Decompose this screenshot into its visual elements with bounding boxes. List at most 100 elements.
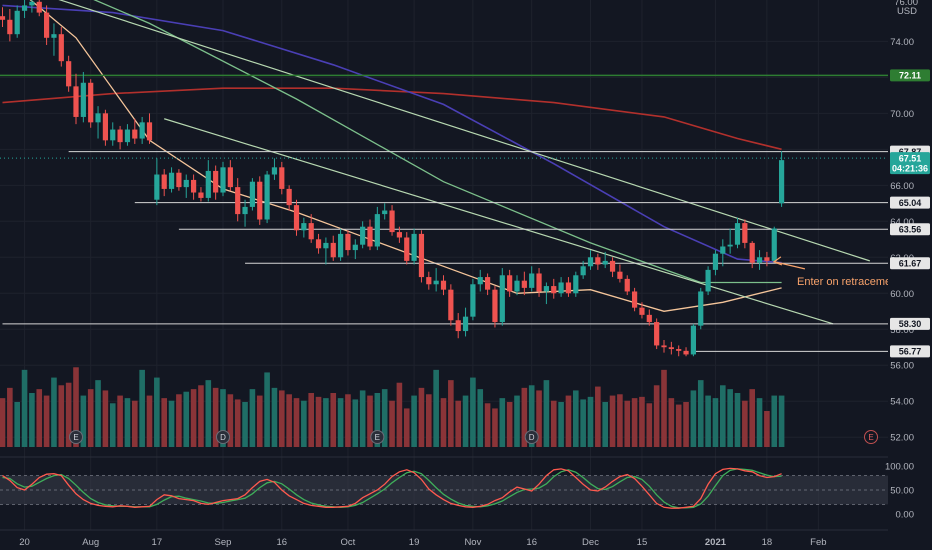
candle-body xyxy=(110,129,116,141)
candle-body xyxy=(176,172,182,188)
volume-bar xyxy=(455,400,461,447)
price-tick-label: 64.00 xyxy=(890,217,914,228)
volume-bar xyxy=(337,398,344,447)
volume-bar xyxy=(190,389,197,447)
candle-body xyxy=(213,170,219,193)
candle-body xyxy=(551,286,557,294)
event-marker-earnings[interactable]: E xyxy=(864,430,878,444)
volume-bar xyxy=(51,377,57,447)
candle-body xyxy=(279,167,285,189)
support-badge-bg xyxy=(890,345,930,358)
volume-bar xyxy=(381,389,388,447)
volume-bar xyxy=(727,389,733,447)
volume-bar xyxy=(528,385,535,447)
event-marker-dividend[interactable]: D xyxy=(524,430,539,444)
candle-body xyxy=(308,223,314,240)
annotation-arrowhead xyxy=(772,256,783,266)
event-marker-circle xyxy=(864,430,878,444)
candle-body xyxy=(499,275,505,323)
candle-body xyxy=(242,206,248,215)
volume-bar xyxy=(602,402,608,447)
volume-bar xyxy=(124,398,131,447)
price-badges: 72.11 67.87 65.04 63.56 61.67 58.30 56.77 67.51… xyxy=(890,69,930,358)
volume-bar xyxy=(132,400,138,447)
event-marker-earnings[interactable]: E xyxy=(370,430,385,444)
trendlines[interactable] xyxy=(0,0,870,325)
price-axis-panel[interactable] xyxy=(888,0,932,550)
candle-body xyxy=(690,325,696,355)
volume-bar xyxy=(102,390,109,447)
volume-bar xyxy=(330,393,337,447)
volume-bar xyxy=(301,400,307,447)
candle-body xyxy=(7,19,13,35)
candle-body xyxy=(88,82,94,123)
volume-bar xyxy=(212,387,219,447)
candle-body xyxy=(609,260,616,272)
candle-body xyxy=(36,1,42,13)
volume-bar xyxy=(183,391,190,447)
volume-bar xyxy=(95,380,101,447)
volume-bar xyxy=(506,402,513,447)
candle-body xyxy=(220,167,226,193)
volume-bar xyxy=(639,396,645,447)
time-tick-label: 15 xyxy=(637,537,648,548)
volume-bar xyxy=(580,399,586,447)
candle-body xyxy=(154,174,160,200)
volume-bar xyxy=(352,399,359,447)
volume-bar xyxy=(220,389,226,447)
candle-body xyxy=(514,280,520,292)
candle-body xyxy=(734,223,741,245)
volume-bar xyxy=(587,396,594,447)
trendline xyxy=(58,0,870,262)
event-marker-dividend[interactable]: D xyxy=(216,430,230,444)
candle-body xyxy=(462,316,469,332)
volume-bar xyxy=(734,393,741,447)
candle-body xyxy=(507,275,513,292)
candle-body xyxy=(720,246,726,254)
volume-bar xyxy=(161,398,167,447)
candle-body xyxy=(286,188,292,206)
osc-tick-label: 0.00 xyxy=(896,510,915,521)
time-tick-label: Feb xyxy=(810,537,826,548)
volume-bar xyxy=(418,387,425,447)
candle-body xyxy=(73,86,79,117)
volume-bar xyxy=(205,380,212,447)
candle-body xyxy=(168,172,175,189)
volume-bar xyxy=(146,395,153,447)
time-tick-label: Nov xyxy=(464,537,481,548)
stoch-k-line xyxy=(2,467,782,509)
candle-body xyxy=(587,257,594,267)
time-axis[interactable]: 20 Aug 17 Sep 16 Oct 19 Nov 16 Dec 15 2021 18 Feb xyxy=(19,537,826,548)
candle-body xyxy=(80,82,86,117)
candle-body xyxy=(183,179,189,188)
candle-body xyxy=(536,273,542,292)
candle-body xyxy=(205,170,211,198)
price-tick-label: 66.00 xyxy=(890,181,914,192)
trendline xyxy=(164,118,834,325)
price-axis-top-label: 76.00 xyxy=(894,0,918,8)
volume-bar xyxy=(117,395,123,447)
candle-body xyxy=(51,34,57,38)
event-marker-label: E xyxy=(375,433,380,442)
volume-bar xyxy=(7,387,13,447)
volume-bar xyxy=(286,394,292,447)
candle-body xyxy=(382,210,388,215)
candle-body xyxy=(639,307,645,315)
candle-body xyxy=(624,278,630,292)
osc-tick-label: 50.00 xyxy=(890,486,914,497)
volume-bar xyxy=(514,395,520,447)
event-marker-circle xyxy=(370,430,385,444)
volume-bar xyxy=(492,408,498,447)
candle-body xyxy=(521,280,527,288)
event-marker-earnings[interactable]: E xyxy=(69,430,83,444)
volume-bar xyxy=(0,398,6,447)
volume-bar xyxy=(749,389,755,447)
candle-body xyxy=(139,122,145,139)
event-marker-label: E xyxy=(868,433,873,442)
support-resistance-lines[interactable] xyxy=(0,74,888,352)
time-tick-label: 19 xyxy=(409,537,420,548)
annotation-text: Enter on retracement xyxy=(797,276,900,288)
volume-bar xyxy=(73,367,79,447)
